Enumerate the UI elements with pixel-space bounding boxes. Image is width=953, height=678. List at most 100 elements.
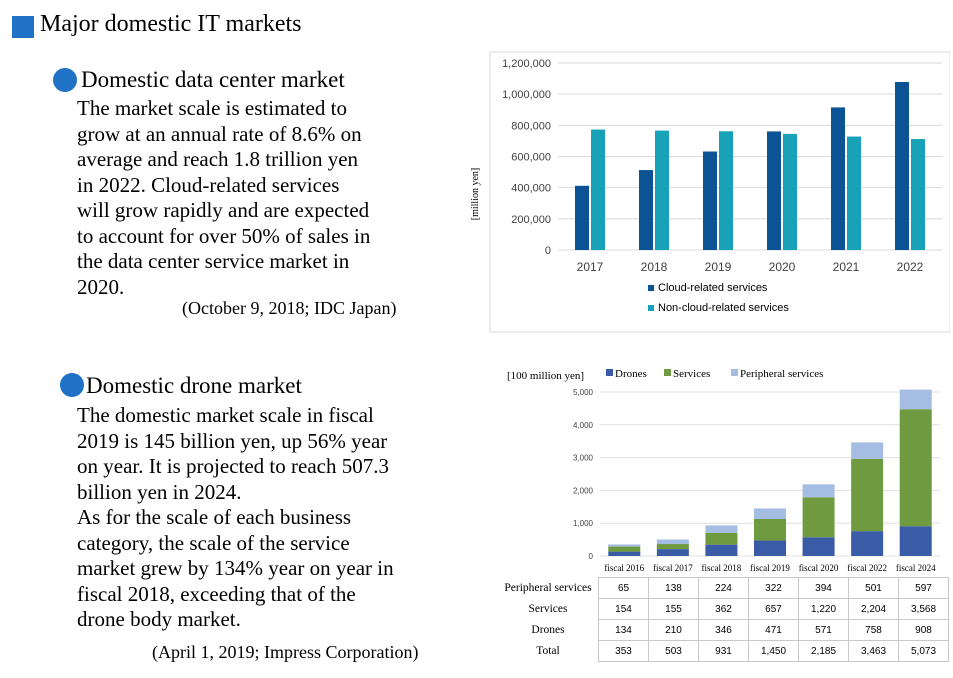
table-row: Drones 134 210 346 471 571 758 908 — [498, 619, 949, 641]
table-cell: 362 — [698, 598, 749, 620]
table-cell: 3,463 — [848, 640, 899, 662]
table-cell: 346 — [698, 619, 749, 641]
y-tick-label: 4,000 — [573, 421, 594, 430]
page-title: Major domestic IT markets — [40, 11, 302, 37]
y-tick-label: 1,200,000 — [502, 58, 551, 70]
title-square-bullet-icon — [12, 16, 34, 38]
table-cell: 154 — [598, 598, 649, 620]
legend-swatch — [606, 369, 613, 376]
table-cell: 210 — [648, 619, 699, 641]
section2-line: The domestic market scale in fiscal — [77, 403, 374, 427]
table-row-label: Drones — [531, 624, 565, 636]
section2-bullet-icon — [60, 373, 84, 397]
section1-body: The market scale is estimated to grow at… — [77, 96, 467, 300]
section1-title: Domestic data center market — [81, 67, 345, 92]
y-tick-label: 200,000 — [511, 214, 551, 226]
table-row-label: Total — [536, 645, 560, 657]
table-cell: 5,073 — [898, 640, 949, 662]
x-tick-label: fiscal 2022 — [847, 563, 887, 573]
y-tick-label: 2,000 — [573, 486, 594, 495]
drone-y-axis-label: [100 million yen] — [507, 370, 584, 382]
bar-cloud — [767, 131, 781, 250]
bar-peripheral-services — [851, 442, 884, 459]
bar-cloud — [895, 82, 909, 251]
section1-source: (October 9, 2018; IDC Japan) — [182, 298, 397, 318]
bar-peripheral-services — [802, 484, 835, 498]
y-tick-label: 0 — [589, 552, 594, 561]
bar-peripheral-services — [656, 539, 689, 545]
legend-label: Services — [673, 368, 710, 380]
table-cell: 322 — [748, 577, 799, 599]
bar-peripheral-services — [899, 389, 932, 410]
bar-drones — [802, 537, 835, 556]
section2-line: market grew by 134% year on year in — [77, 556, 394, 580]
section2-line: As for the scale of each business — [77, 505, 352, 529]
bar-non-cloud — [847, 136, 861, 250]
x-tick-label: fiscal 2018 — [702, 563, 742, 573]
section1-bullet-icon — [53, 68, 77, 92]
legend-label: Drones — [615, 368, 647, 380]
section2-line: category, the scale of the service — [77, 530, 350, 555]
x-tick-label: 2020 — [769, 260, 796, 274]
section1-line: to account for over 50% of sales in — [77, 223, 371, 248]
legend-swatch — [731, 369, 738, 376]
bar-cloud — [831, 107, 845, 250]
table-cell: 353 — [598, 640, 649, 662]
y-tick-label: 400,000 — [511, 183, 551, 195]
bar-services — [754, 519, 786, 541]
section2-line: drone body market. — [77, 607, 241, 631]
table-cell: 471 — [748, 619, 799, 641]
table-row: Peripheral services 65 138 224 322 394 501 597 — [498, 577, 949, 599]
table-row: Services 154 155 362 657 1,220 2,204 3,568 — [498, 598, 949, 620]
bar-services — [656, 544, 689, 550]
section1-line: 2020. — [77, 274, 125, 299]
section1-line: the data center service market in — [77, 249, 350, 273]
table-cell: 501 — [848, 577, 899, 599]
section2-body: The domestic market scale in fiscal 2019… — [77, 403, 472, 633]
table-cell: 2,204 — [848, 598, 899, 620]
bar-services — [802, 497, 835, 538]
table-cell: 1,450 — [748, 640, 799, 662]
y-tick-label: 3,000 — [573, 454, 594, 463]
section1-line: average and reach 1.8 trillion yen — [77, 147, 359, 171]
bar-cloud — [575, 185, 589, 250]
bar-non-cloud — [655, 130, 669, 250]
bar-non-cloud — [719, 131, 733, 250]
bar-drones — [754, 540, 786, 556]
y-tick-label: 1,000 — [573, 519, 594, 528]
table-cell: 657 — [748, 598, 799, 620]
x-tick-label: fiscal 2017 — [653, 563, 693, 573]
bar-drones — [608, 551, 641, 556]
section2-line: fiscal 2018, exceeding that of the — [77, 581, 356, 606]
x-tick-label: fiscal 2019 — [750, 563, 790, 573]
chart-frame — [489, 51, 950, 333]
section2-line: on year. It is projected to reach 507.3 — [77, 454, 389, 478]
bar-non-cloud — [783, 133, 797, 250]
table-cell: 138 — [648, 577, 699, 599]
section1-line: will grow rapidly and are expected — [77, 198, 370, 222]
bar-non-cloud — [911, 139, 925, 250]
x-tick-label: 2022 — [897, 260, 924, 274]
bar-services — [851, 458, 884, 532]
x-tick-label: 2019 — [705, 260, 732, 274]
table-cell: 65 — [598, 577, 649, 599]
table-cell: 503 — [648, 640, 699, 662]
y-tick-label: 1,000,000 — [502, 89, 551, 101]
table-cell: 597 — [898, 577, 949, 599]
table-cell: 3,568 — [898, 598, 949, 620]
x-tick-label: 2017 — [577, 260, 604, 274]
table-row-label: Services — [528, 603, 568, 615]
y-tick-label: 0 — [545, 245, 551, 257]
bar-services — [705, 532, 738, 545]
table-cell: 394 — [798, 577, 849, 599]
bar-services — [608, 546, 641, 552]
legend-swatch — [664, 369, 671, 376]
x-tick-label: fiscal 2020 — [799, 563, 839, 573]
x-tick-label: 2018 — [641, 260, 668, 274]
legend-label: Peripheral services — [740, 368, 823, 380]
table-cell: 758 — [848, 619, 899, 641]
section1-line: in 2022. Cloud-related services — [77, 172, 340, 197]
legend-label: Cloud-related services — [658, 282, 768, 294]
table-cell: 224 — [698, 577, 749, 599]
x-tick-label: 2021 — [833, 260, 860, 274]
